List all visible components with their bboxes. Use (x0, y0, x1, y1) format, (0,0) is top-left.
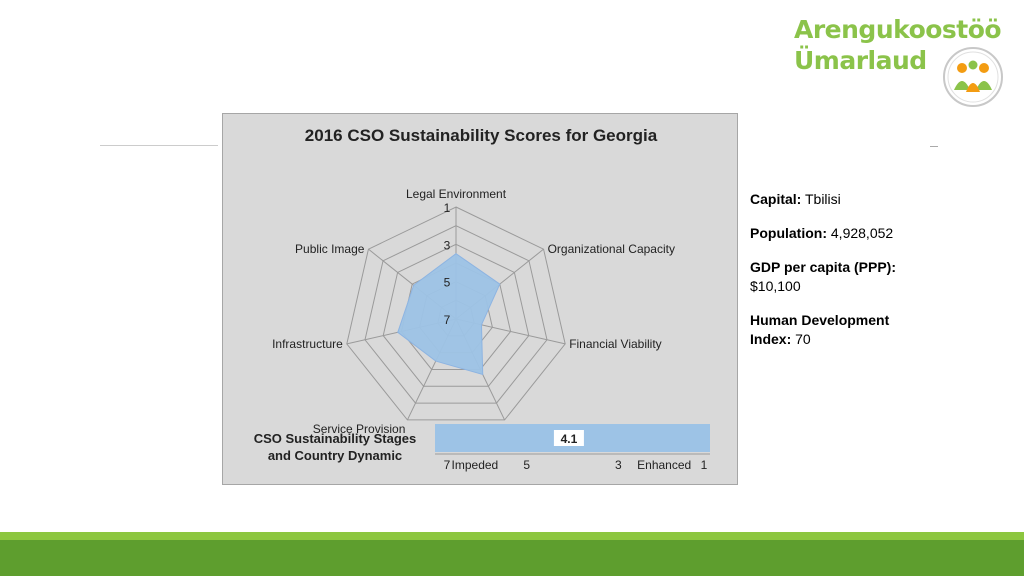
radar-axis-label: Legal Environment (406, 187, 507, 201)
capital-row: Capital: Tbilisi (750, 190, 950, 209)
stages-title-line-1: CSO Sustainability Stages (254, 431, 417, 446)
stages-tick-label: Impeded (452, 458, 499, 472)
radar-tick-label: 7 (444, 313, 451, 327)
stages-value-label: 4.1 (561, 432, 578, 446)
stages-tick-label: 1 (701, 458, 708, 472)
stages-tick-label: 7 (444, 458, 451, 472)
stages-value-box (553, 430, 584, 446)
hdi-label-1: Human Development (750, 312, 890, 328)
population-label: Population: (750, 225, 827, 241)
gdp-label: GDP per capita (PPP): (750, 259, 897, 275)
gdp-value: $10,100 (750, 278, 801, 294)
gdp-row: GDP per capita (PPP): $10,100 (750, 258, 950, 296)
country-info: Capital: Tbilisi Population: 4,928,052 G… (750, 190, 950, 364)
radar-grid-ring (364, 225, 548, 404)
people-circle-emblem-icon (943, 47, 1003, 107)
logo-line-2: Ümarlaud (794, 46, 927, 75)
radar-grid-ring (382, 243, 530, 387)
radar-tick-label: 5 (444, 276, 451, 290)
hdi-value: 70 (795, 331, 811, 347)
hdi-label-2: Index: (750, 331, 792, 347)
logo-line-1: Arengukoostöö (794, 15, 1002, 44)
divider-left (100, 145, 218, 146)
population-value: 4,928,052 (830, 225, 894, 241)
radar-chart: 2016 CSO Sustainability Scores for Georg… (254, 126, 710, 472)
logo-wordmark: Arengukoostöö Ümarlaud (794, 14, 1002, 76)
radar-tick-label: 3 (444, 238, 451, 252)
population-row: Population: 4,928,052 (750, 224, 950, 243)
footer-band-dark (0, 540, 1024, 576)
hdi-row: Human Development Index: 70 (750, 311, 950, 349)
radar-tick-label: 1 (444, 201, 451, 215)
chart-title: 2016 CSO Sustainability Scores for Georg… (305, 126, 658, 145)
brand-logo: Arengukoostöö Ümarlaud (790, 14, 1010, 107)
radar-axis-label: Organizational Capacity (548, 242, 675, 256)
stages-tick-label: Enhanced (637, 458, 691, 472)
stages-title-line-2: and Country Dynamic (268, 448, 402, 463)
cso-chart-panel: 2016 CSO Sustainability Scores for Georg… (222, 113, 738, 485)
radar-data-area (397, 253, 501, 376)
capital-label: Capital: (750, 191, 802, 207)
radar-grid-ring (400, 262, 512, 370)
stages-tick-label: 5 (523, 458, 530, 472)
radar-axis-label: Infrastructure (272, 337, 343, 351)
stages-tick-label: 3 (615, 458, 622, 472)
radar-axis-label: Financial Viability (569, 337, 662, 351)
radar-axis-label: Service Provision (313, 422, 406, 436)
radar-axis-label: Public Image (295, 242, 365, 256)
radar-grid-ring (346, 206, 566, 421)
footer-band-light (0, 532, 1024, 540)
capital-value: Tbilisi (804, 191, 841, 207)
divider-right (930, 146, 938, 147)
